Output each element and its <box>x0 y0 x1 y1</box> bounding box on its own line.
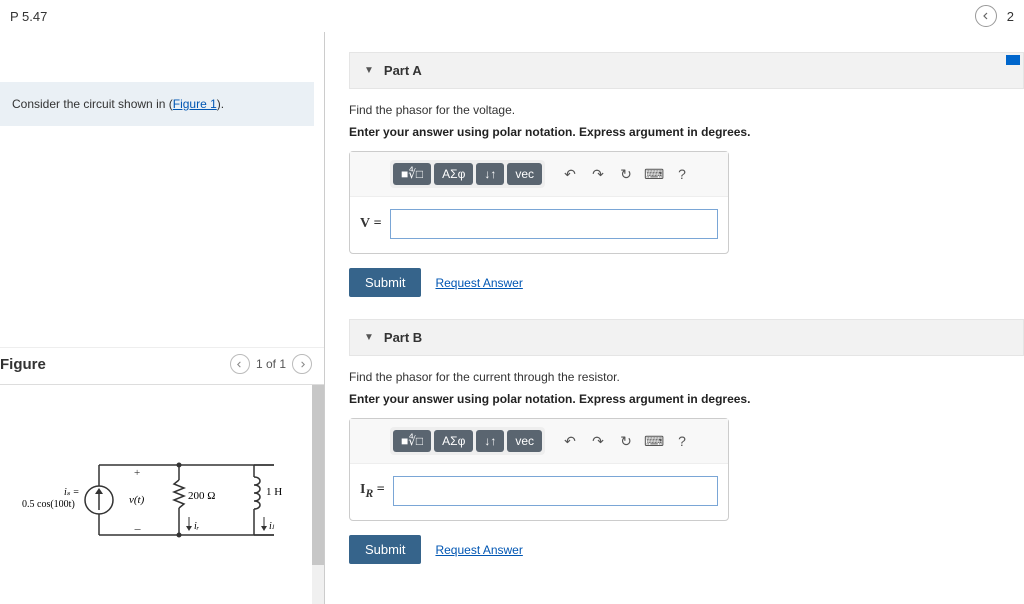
keyboard-icon[interactable]: ⌨ <box>645 433 663 449</box>
part-a-submit-button[interactable]: Submit <box>349 268 421 297</box>
figure-prev-button[interactable] <box>230 354 250 374</box>
topbar: P 5.47 2 <box>0 0 1024 32</box>
keyboard-icon[interactable]: ⌨ <box>645 166 663 182</box>
svg-text:−: − <box>134 522 141 537</box>
page-count: 2 <box>1007 9 1014 24</box>
svg-text:200 Ω: 200 Ω <box>188 490 215 502</box>
prev-nav-button[interactable] <box>975 5 997 27</box>
vec-button[interactable]: vec <box>507 430 542 452</box>
redo-icon[interactable]: ↷ <box>589 433 607 449</box>
template-button[interactable]: ■∜□ <box>393 430 431 452</box>
part-a-title: Part A <box>384 63 422 78</box>
updown-button[interactable]: ↓↑ <box>476 430 504 452</box>
figure-counter: 1 of 1 <box>256 357 286 371</box>
flag-icon <box>1006 55 1020 65</box>
svg-text:iₗ: iₗ <box>269 521 275 532</box>
reset-icon[interactable]: ↻ <box>617 433 635 449</box>
help-icon[interactable]: ? <box>673 166 691 182</box>
part-a-prompt: Find the phasor for the voltage. <box>349 103 1024 117</box>
part-a-header[interactable]: ▼ Part A <box>349 52 1024 89</box>
part-b-answer-box: ■∜□ ΑΣφ ↓↑ vec ↶ ↷ ↻ ⌨ ? IR = <box>349 418 729 521</box>
svg-text:0.5 cos(100t): 0.5 cos(100t) <box>22 499 75 510</box>
part-a-instruction: Enter your answer using polar notation. … <box>349 125 1024 139</box>
part-b-toolbar: ■∜□ ΑΣφ ↓↑ vec ↶ ↷ ↻ ⌨ ? <box>350 419 728 464</box>
caret-down-icon: ▼ <box>364 65 374 76</box>
figure-body: + − v(t) 200 Ω 1 H iᵣ iₗ iₛ = 0.5 cos(10… <box>0 384 324 604</box>
main: Consider the circuit shown in (Figure 1)… <box>0 32 1024 604</box>
figure-scrollbar[interactable] <box>312 385 324 604</box>
updown-button[interactable]: ↓↑ <box>476 163 504 185</box>
part-b-title: Part B <box>384 330 422 345</box>
undo-icon[interactable]: ↶ <box>561 433 579 449</box>
svg-text:+: + <box>134 467 140 479</box>
part-b-instruction: Enter your answer using polar notation. … <box>349 392 1024 406</box>
part-a-toolbar: ■∜□ ΑΣφ ↓↑ vec ↶ ↷ ↻ ⌨ ? <box>350 152 728 197</box>
figure-header: Figure 1 of 1 <box>0 347 324 384</box>
part-b-header[interactable]: ▼ Part B <box>349 319 1024 356</box>
circuit-diagram: + − v(t) 200 Ω 1 H iᵣ iₗ iₛ = 0.5 cos(10… <box>4 435 294 575</box>
part-a-body: Find the phasor for the voltage. Enter y… <box>349 89 1024 319</box>
part-b-request-answer-link[interactable]: Request Answer <box>435 543 522 557</box>
part-b-variable: IR = <box>360 482 385 500</box>
part-a-answer-box: ■∜□ ΑΣφ ↓↑ vec ↶ ↷ ↻ ⌨ ? V = <box>349 151 729 254</box>
right-column: ▼ Part A Find the phasor for the voltage… <box>325 32 1024 604</box>
part-b-prompt: Find the phasor for the current through … <box>349 370 1024 384</box>
part-b-input[interactable] <box>393 476 718 506</box>
svg-text:1 H: 1 H <box>266 486 282 498</box>
greek-button[interactable]: ΑΣφ <box>434 430 473 452</box>
vec-button[interactable]: vec <box>507 163 542 185</box>
figure-title: Figure <box>0 356 46 373</box>
topbar-nav: 2 <box>975 5 1014 27</box>
problem-prefix: Consider the circuit shown in ( <box>12 97 173 111</box>
part-b-submit-button[interactable]: Submit <box>349 535 421 564</box>
template-button[interactable]: ■∜□ <box>393 163 431 185</box>
part-b-body: Find the phasor for the current through … <box>349 356 1024 586</box>
svg-text:v(t): v(t) <box>129 494 145 506</box>
part-a-input[interactable] <box>390 209 718 239</box>
part-a-request-answer-link[interactable]: Request Answer <box>435 276 522 290</box>
undo-icon[interactable]: ↶ <box>561 166 579 182</box>
problem-number: P 5.47 <box>10 9 47 24</box>
left-column: Consider the circuit shown in (Figure 1)… <box>0 32 325 604</box>
problem-suffix: ). <box>217 97 224 111</box>
figure-nav: 1 of 1 <box>230 354 320 374</box>
greek-button[interactable]: ΑΣφ <box>434 163 473 185</box>
reset-icon[interactable]: ↻ <box>617 166 635 182</box>
figure-next-button[interactable] <box>292 354 312 374</box>
problem-statement: Consider the circuit shown in (Figure 1)… <box>0 82 314 126</box>
caret-down-icon: ▼ <box>364 332 374 343</box>
redo-icon[interactable]: ↷ <box>589 166 607 182</box>
part-a-variable: V = <box>360 216 382 232</box>
help-icon[interactable]: ? <box>673 433 691 449</box>
svg-text:iₛ =: iₛ = <box>64 487 79 498</box>
figure-link[interactable]: Figure 1 <box>173 97 217 111</box>
svg-text:iᵣ: iᵣ <box>194 521 200 532</box>
